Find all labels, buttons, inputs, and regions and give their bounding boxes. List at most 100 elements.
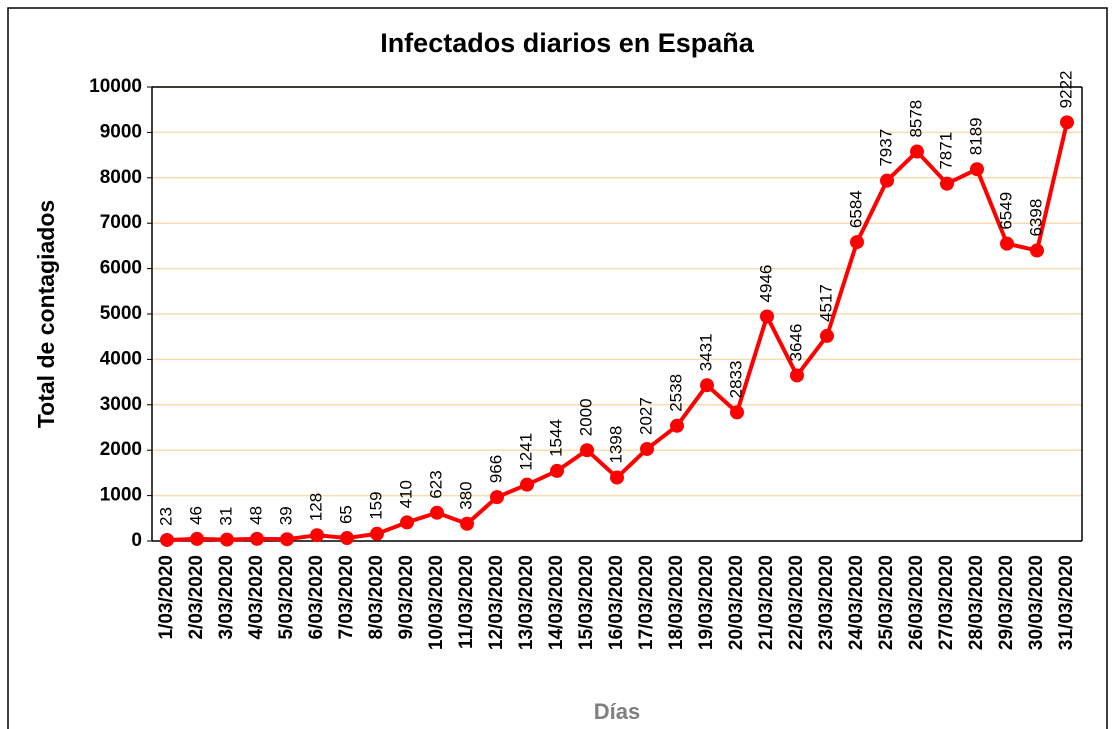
x-tick-label: 21/03/2020 (756, 555, 777, 650)
value-label: 23 (156, 507, 175, 526)
marker (280, 532, 294, 547)
value-label: 4517 (816, 284, 835, 322)
marker (190, 531, 204, 546)
value-label: 966 (486, 455, 505, 483)
x-tick-label: 12/03/2020 (486, 555, 507, 650)
marker (340, 531, 354, 546)
x-tick-label: 31/03/2020 (1056, 555, 1077, 650)
value-label: 39 (276, 506, 295, 525)
x-tick-label: 5/03/2020 (276, 555, 297, 640)
y-tick-label: 10000 (89, 76, 142, 97)
x-tick-label: 20/03/2020 (726, 555, 747, 650)
x-tick-label: 22/03/2020 (786, 555, 807, 650)
value-label: 46 (186, 506, 205, 525)
x-tick-label: 16/03/2020 (606, 555, 627, 650)
marker (610, 470, 624, 485)
value-label: 6549 (996, 192, 1015, 230)
marker (580, 443, 594, 458)
x-tick-label: 30/03/2020 (1026, 555, 1047, 650)
marker (730, 405, 744, 420)
y-tick-label: 5000 (100, 303, 142, 324)
chart-title: Infectados diarios en España (380, 28, 755, 58)
value-label: 1398 (606, 426, 625, 464)
value-label: 8578 (906, 100, 925, 138)
marker (910, 144, 924, 159)
marker (160, 532, 174, 547)
marker (970, 162, 984, 177)
x-tick-label: 28/03/2020 (966, 555, 987, 650)
value-label: 65 (336, 505, 355, 524)
value-label: 159 (366, 491, 385, 519)
value-label: 2000 (576, 398, 595, 436)
value-label: 3646 (786, 324, 805, 362)
x-tick-label: 1/03/2020 (156, 555, 177, 640)
marker (490, 490, 504, 505)
y-tick-label: 9000 (100, 121, 142, 142)
x-tick-label: 9/03/2020 (396, 555, 417, 640)
marker (370, 526, 384, 541)
marker (520, 477, 534, 492)
y-tick-label: 6000 (100, 258, 142, 279)
value-label: 7937 (876, 129, 895, 167)
y-tick-label: 2000 (100, 439, 142, 460)
y-tick-label: 4000 (100, 348, 142, 369)
value-label: 31 (216, 507, 235, 526)
y-tick-label: 0 (131, 530, 142, 551)
value-label: 9222 (1056, 70, 1075, 108)
x-tick-label: 26/03/2020 (906, 555, 927, 650)
x-tick-label: 10/03/2020 (426, 555, 447, 650)
x-tick-label: 8/03/2020 (366, 555, 387, 640)
y-tick-label: 8000 (100, 167, 142, 188)
value-label: 8189 (966, 117, 985, 155)
marker (880, 173, 894, 188)
marker (400, 515, 414, 530)
marker (220, 532, 234, 547)
marker (550, 463, 564, 478)
value-label: 6584 (846, 190, 865, 228)
value-label: 3431 (696, 333, 715, 371)
x-tick-label: 4/03/2020 (246, 555, 267, 640)
value-label: 128 (306, 493, 325, 521)
value-label: 2538 (666, 374, 685, 412)
x-tick-label: 3/03/2020 (216, 555, 237, 640)
marker (670, 418, 684, 433)
marker (460, 516, 474, 531)
value-label: 380 (456, 481, 475, 509)
x-axis-label: Días (594, 699, 640, 724)
x-tick-label: 11/03/2020 (456, 555, 477, 649)
x-tick-label: 25/03/2020 (876, 555, 897, 650)
value-label: 410 (396, 480, 415, 508)
value-label: 2833 (726, 361, 745, 399)
x-tick-label: 15/03/2020 (576, 555, 597, 650)
marker (760, 309, 774, 324)
value-label: 1241 (516, 433, 535, 471)
marker (700, 378, 714, 393)
marker (1000, 236, 1014, 251)
value-label: 1544 (546, 419, 565, 457)
value-label: 6398 (1026, 199, 1045, 237)
y-tick-label: 7000 (100, 212, 142, 233)
value-label: 4946 (756, 265, 775, 303)
x-tick-label: 2/03/2020 (186, 555, 207, 640)
marker (430, 505, 444, 520)
value-label: 48 (246, 506, 265, 525)
x-tick-label: 6/03/2020 (306, 555, 327, 640)
value-label: 623 (426, 470, 445, 498)
x-tick-label: 14/03/2020 (546, 555, 567, 650)
marker (790, 368, 804, 383)
marker (310, 528, 324, 543)
y-tick-label: 1000 (100, 485, 142, 506)
frame (7, 7, 1108, 729)
x-tick-label: 27/03/2020 (936, 555, 957, 650)
marker (820, 328, 834, 343)
y-tick-label: 3000 (100, 394, 142, 415)
y-axis-label: Total de contagiados (33, 200, 59, 428)
x-tick-label: 23/03/2020 (816, 555, 837, 650)
marker (1030, 243, 1044, 258)
x-tick-label: 13/03/2020 (516, 555, 537, 650)
x-tick-label: 29/03/2020 (996, 555, 1017, 650)
value-label: 2027 (636, 397, 655, 435)
marker (250, 531, 264, 546)
marker (940, 176, 954, 191)
